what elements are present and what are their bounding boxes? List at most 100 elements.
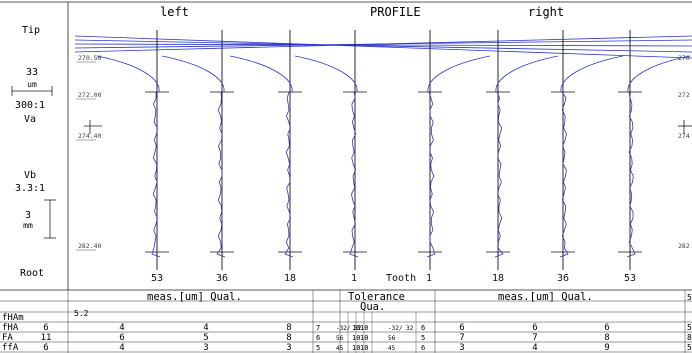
flank-trace [151,91,161,258]
table-header-tolerance: Tolerance [348,291,405,303]
table-cell-tolerance: 6 [421,344,425,352]
table-cell-tolerance: 10 [352,334,360,342]
table-cell-left: 5.2 [74,309,89,318]
table-cell-tolerance: 56 [388,335,396,342]
flank-trace [216,91,226,258]
tooth-number: 53 [151,273,163,284]
flank-trace [626,91,636,258]
table-cell-right: 7 [532,333,537,343]
table-header-edge: 5 [687,293,692,302]
flank-trace [559,91,569,258]
fan-line [74,43,692,47]
ratio-va: 300:1 [15,100,45,111]
table-cell-tolerance: 56 [336,335,344,342]
table-cell-left: 4 [119,323,124,333]
flank-trace [426,91,436,258]
table-cell-left: 3 [203,343,208,353]
table-cell-tolerance: 5 [421,334,425,342]
tooth-number: 1 [426,273,432,284]
table-cell-edge: 8 [687,333,692,342]
table-cell-tolerance: 5 [316,344,320,352]
table-cell-right: 6 [459,323,464,333]
table-header-qua: Qua. [360,301,385,313]
table-cell-right: 3 [459,343,464,353]
right-y-tick-label: 282 [678,242,690,250]
flank-trace [284,91,294,258]
flank-trace [494,91,504,258]
fan-line [74,39,692,53]
table-cell-left: 6 [119,333,124,343]
flank-tip-curve [627,55,691,93]
table-cell-tolerance: 7 [316,324,320,332]
table-cell-left: 5 [203,333,208,343]
table-cell-left: 4 [203,323,208,333]
flank-tip-curve [495,55,559,93]
table-cell-right: 7 [459,333,464,343]
header-left: left [160,5,189,19]
root-label: Root [20,268,44,279]
tooth-number: 18 [492,273,504,284]
flank-tip-curve [294,55,358,93]
scale-h-value: 3 [25,210,31,221]
tooth-number: 36 [557,273,569,284]
flank-tip-curve [161,55,225,93]
scale-v-bar [11,86,53,96]
table-cell-left: 11 [41,333,52,343]
table-cell-edge: 5 [687,323,692,332]
flank-tip-curve [427,55,491,93]
table-header-left: meas.[um] Qual. [147,291,242,303]
table-row-label: ffA [2,343,19,353]
y-tick-label: 274.40 [78,132,102,140]
table-cell-left: 8 [286,323,291,333]
table-cell-tolerance: 6 [316,334,320,342]
ratio-vb: 3.3:1 [15,183,45,194]
scale-h-unit: mm [23,221,33,230]
table-cell-tolerance: 45 [388,345,396,352]
header-right: right [528,5,564,19]
table-cell-tolerance: -32/ 32 [388,325,414,332]
right-y-tick-label: 274 [678,132,690,140]
table-cell-tolerance: 10 [360,344,368,352]
right-y-tick-label: 272 [678,91,690,99]
table-row-label: FA [2,333,13,343]
table-cell-left: 8 [286,333,291,343]
flank-trace [349,91,359,258]
tip-label: Tip [22,25,40,36]
table-cell-tolerance: 10 [360,334,368,342]
table-row-label: fHA [2,323,19,333]
fan-line [74,35,692,53]
tooth-number: 36 [216,273,228,284]
table-cell-right: 9 [604,343,609,353]
scale-v-value: 33 [26,67,38,78]
table-cell-tolerance: 10 [352,324,360,332]
scale-v-unit: um [27,80,37,89]
table-cell-tolerance: -32/ 32 [336,325,362,332]
flank-tip-curve [229,55,293,93]
scale-h-bar [44,199,56,239]
table-cell-right: 6 [532,323,537,333]
table-header-right: meas.[um] Qual. [498,291,593,303]
tooth-label: Tooth [386,273,416,284]
table-cell-right: 8 [604,333,609,343]
table-cell-right: 6 [604,323,609,333]
table-row-label: fHAm [2,313,24,323]
table-cell-left: 3 [286,343,291,353]
table-cell-left: 6 [43,343,48,353]
va-label: Va [24,114,36,125]
flank-tip-curve [560,55,624,93]
vb-label: Vb [24,170,36,181]
table-cell-tolerance: 45 [336,345,344,352]
table-cell-tolerance: 10 [352,344,360,352]
y-tick-label: 272.00 [78,91,102,99]
fan-line [74,35,692,59]
header-title: PROFILE [370,5,421,19]
table-cell-edge: 5 [687,343,692,352]
tooth-number: 1 [351,273,357,284]
table-cell-tolerance: 6 [421,324,425,332]
table-cell-left: 4 [119,343,124,353]
table-cell-left: 6 [43,323,48,333]
y-tick-label: 270.50 [78,54,102,62]
tooth-number: 18 [284,273,296,284]
